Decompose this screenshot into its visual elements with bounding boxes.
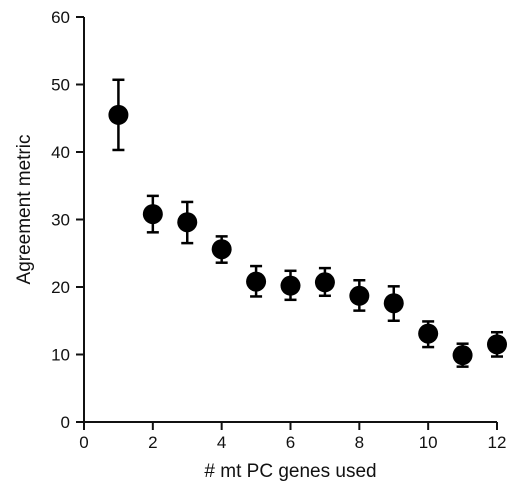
data-point: [487, 334, 507, 355]
y-tick-label: 40: [51, 143, 70, 162]
x-tick-label: 0: [79, 433, 88, 452]
ticks: 0 10 20 30 40 50 60 0 2 4 6 8 10 12: [51, 8, 506, 452]
y-tick-label: 30: [51, 211, 70, 230]
data-point: [246, 271, 267, 292]
data-point: [452, 345, 473, 366]
data-point: [314, 272, 335, 293]
x-tick-label: 6: [286, 433, 295, 452]
x-tick-label: 10: [419, 433, 438, 452]
data-point: [349, 285, 370, 306]
y-tick-label: 50: [51, 76, 70, 95]
y-tick-label: 60: [51, 8, 70, 27]
x-tick-label: 4: [217, 433, 226, 452]
x-tick-label: 2: [148, 433, 157, 452]
data-point: [108, 104, 129, 125]
error-bars: [112, 78, 503, 368]
data-point: [383, 293, 404, 314]
x-tick-label: 12: [488, 433, 507, 452]
y-axis-title: Agreement metric: [14, 135, 35, 285]
data-point: [211, 239, 232, 260]
points: [108, 104, 507, 366]
data-point: [142, 204, 163, 225]
y-tick-label: 20: [51, 278, 70, 297]
x-axis-title: # mt PC genes used: [204, 461, 376, 482]
y-tick-label: 0: [61, 413, 70, 432]
x-tick-label: 8: [355, 433, 364, 452]
data-point: [280, 275, 301, 296]
data-point: [177, 212, 198, 233]
data-point: [418, 323, 439, 344]
y-tick-label: 10: [51, 346, 70, 365]
